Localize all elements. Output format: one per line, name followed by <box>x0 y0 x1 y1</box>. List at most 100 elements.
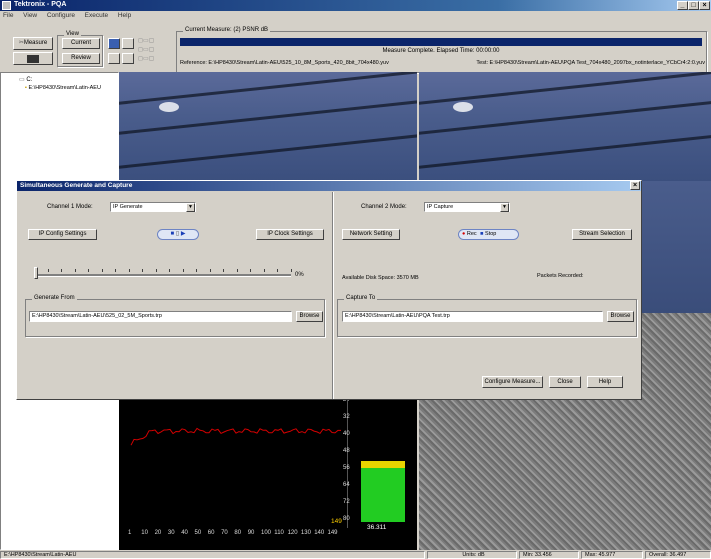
status-overall: Overall: 36.497 <box>645 551 711 559</box>
setup-icon <box>27 55 39 63</box>
ip-clock-label: IP Clock Settings <box>267 231 313 237</box>
slider-tick <box>182 269 184 272</box>
setup-button[interactable] <box>13 52 53 65</box>
ch2-mode-label: Channel 2 Mode: <box>361 204 407 210</box>
slider-tick <box>128 269 130 272</box>
slider-tick <box>277 269 278 272</box>
menu-configure[interactable]: Configure <box>46 12 75 19</box>
ch2-mode-value: IP Capture <box>427 204 454 210</box>
generate-browse-button[interactable]: Browse <box>296 311 323 322</box>
ip-config-label: IP Config Settings <box>38 231 87 237</box>
reference-path: Reference: E:\HP8430\Stream\Latin-AEU\52… <box>180 60 389 66</box>
menu-execute[interactable]: Execute <box>84 12 109 19</box>
menu-bar: File View Configure Execute Help <box>0 11 711 21</box>
status-units: Units: dB <box>427 551 517 559</box>
stop-record-button[interactable]: ■ Stop <box>480 231 496 237</box>
x-tick-label: 10 <box>141 530 148 536</box>
dialog-title-bar: Simultaneous Generate and Capture × <box>17 181 641 191</box>
layout-single-icon[interactable] <box>122 53 134 64</box>
reference-video <box>119 72 417 181</box>
measure-status: Measure Complete. Elapsed Time: 00:00:00 <box>382 48 500 54</box>
dialog-close-button[interactable]: Close <box>549 376 581 388</box>
current-value: 36.311 <box>367 524 387 531</box>
x-tick-label: 110 <box>274 530 284 536</box>
menu-view[interactable]: View <box>23 12 38 19</box>
generate-slider-thumb[interactable] <box>34 267 38 279</box>
tree-folder-label: E:\HP8430\Stream\Latin-AEU <box>28 85 101 91</box>
x-tick-label: 20 <box>154 530 162 536</box>
status-max: Max: 45.977 <box>581 551 643 559</box>
generate-from-label: Generate From <box>32 295 77 301</box>
test-video <box>419 72 711 181</box>
maximize-button[interactable]: □ <box>688 1 699 10</box>
y-tick-label: 80 <box>343 516 350 522</box>
play-icon[interactable]: ▶ <box>180 231 186 237</box>
stop-square-icon[interactable]: ■ <box>170 231 175 237</box>
test-video-right-strip <box>642 181 711 313</box>
view-group-label: View <box>64 31 81 37</box>
layout-grid-icon[interactable] <box>108 38 120 49</box>
ip-clock-button[interactable]: IP Clock Settings <box>256 229 324 240</box>
tree-folder[interactable]: ▪ E:\HP8430\Stream\Latin-AEU <box>25 85 101 91</box>
stream-selection-label: Stream Selection <box>579 231 625 237</box>
network-setting-button[interactable]: Network Setting <box>342 229 400 240</box>
ip-config-button[interactable]: IP Config Settings <box>28 229 97 240</box>
psnr-graph-svg <box>130 427 341 446</box>
configure-measure-button[interactable]: Configure Measure... <box>482 376 543 388</box>
menu-help[interactable]: Help <box>117 12 132 19</box>
minimize-button[interactable]: _ <box>677 1 688 10</box>
slider-tick <box>223 269 224 272</box>
y-tick-label: 56 <box>343 465 350 471</box>
x-tick-label: 40 <box>181 530 188 536</box>
chevron-down-icon[interactable]: ▼ <box>500 203 509 212</box>
slider-tick <box>142 269 143 272</box>
x-tick-label: 140 <box>314 530 325 536</box>
ch2-mode-select[interactable]: IP Capture ▼ <box>424 202 510 212</box>
dialog-close-icon[interactable]: × <box>630 181 640 190</box>
x-tick-label: 130 <box>300 530 311 536</box>
app-icon <box>2 1 11 10</box>
layout-list-icon[interactable] <box>108 53 120 64</box>
ch1-mode-value: IP Generate <box>113 204 143 210</box>
y-tick-label: 32 <box>343 414 350 420</box>
ch1-mode-select[interactable]: IP Generate ▼ <box>110 202 196 212</box>
menu-file[interactable]: File <box>3 12 14 19</box>
playback-controls[interactable]: ■ ▯ ▶ <box>157 229 199 240</box>
slider-tick <box>263 269 265 272</box>
generate-from-group: Generate From <box>25 295 325 337</box>
generate-from-input[interactable]: E:\HP8430\Stream\Latin-AEU\525_02_5M_Spo… <box>29 311 292 322</box>
stop-label: Stop <box>485 231 497 237</box>
capture-to-label: Capture To <box>344 295 378 301</box>
capture-to-input[interactable]: E:\HP8430\Stream\Latin-AEU\PQA Test.trp <box>342 311 603 322</box>
packets-recorded: Packets Recorded: <box>537 273 584 279</box>
x-tick-label: 80 <box>234 530 242 536</box>
pause-icon[interactable]: ▯ <box>175 231 180 237</box>
current-button[interactable]: Current <box>62 38 100 49</box>
record-button[interactable]: ● Rec <box>462 231 477 237</box>
stream-selection-button[interactable]: Stream Selection <box>572 229 632 240</box>
layout-split-icon[interactable] <box>122 38 134 49</box>
slider-tick <box>155 269 157 272</box>
chevron-down-icon[interactable]: ▼ <box>186 203 195 212</box>
capture-to-group: Capture To <box>337 295 637 337</box>
stop-icon: ■ <box>480 231 484 237</box>
generate-slider-track[interactable] <box>34 274 291 277</box>
generate-browse-label: Browse <box>299 313 320 319</box>
measure-button[interactable]: ✂Measure <box>13 37 53 50</box>
status-bar: E:\HP8430\Stream\Latin-AEU Units: dB Min… <box>0 550 711 559</box>
help-button[interactable]: Help <box>587 376 623 388</box>
current-measure-label: Current Measure: (2) PSNR dB <box>183 27 271 33</box>
configure-measure-label: Configure Measure... <box>484 379 541 385</box>
y-axis <box>339 400 348 528</box>
progress-percent: 0% <box>295 272 304 278</box>
folder-icon: ▪ <box>25 85 27 91</box>
tree-root[interactable]: ▭ C: <box>19 76 32 83</box>
review-button[interactable]: Review <box>62 53 100 64</box>
close-window-button[interactable]: × <box>699 1 710 10</box>
record-controls: ● Rec ■ Stop <box>458 229 519 240</box>
capture-browse-button[interactable]: Browse <box>607 311 634 322</box>
review-label: Review <box>71 55 91 61</box>
x-tick-label: 70 <box>221 530 228 536</box>
dialog-title: Simultaneous Generate and Capture <box>20 182 133 189</box>
app-title: Tektronix - PQA <box>14 1 67 8</box>
